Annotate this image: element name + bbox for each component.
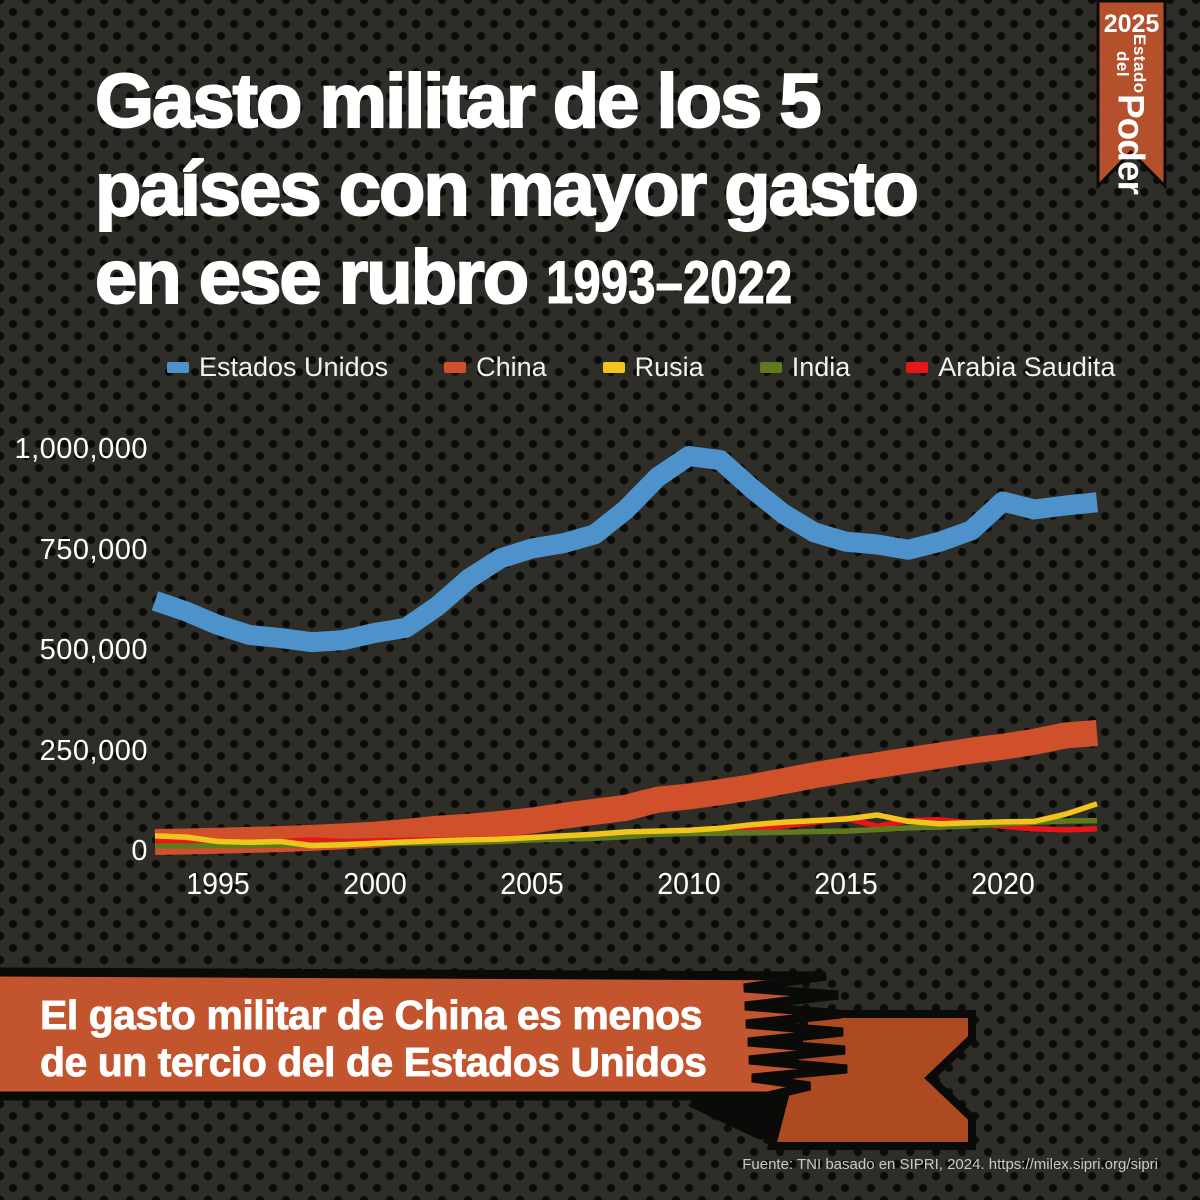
y-tick-label: 500,000 [39,634,148,666]
line-india [155,817,1098,849]
line-china [154,720,1098,855]
y-tick-label: 250,000 [39,734,148,767]
legend-item-china: China [444,352,547,383]
line-rusia [154,801,1098,849]
title-line-3: en ese rubro [94,234,530,321]
legend-label: India [791,352,851,382]
x-tick-label: 2015 [814,866,878,901]
corner-ribbon-year: 2025 [1103,10,1160,38]
legend-label: China [476,352,547,382]
legend-label: Arabia Saudita [938,352,1116,382]
legend-swatch [167,362,189,373]
line-arabia-saudita [154,815,1098,847]
corner-ribbon-title-small: Estado del [1113,34,1149,94]
corner-ribbon-title: Estado del Poder [1097,34,1165,194]
title-line-1: Gasto militar de los 5 [94,58,823,145]
banner-caption: El gasto militar de China es menos de un… [40,992,708,1086]
x-tick-label: 2020 [971,866,1035,901]
source-note: Fuente: TNI basado en SIPRI, 2024. https… [742,1156,1158,1173]
x-tick-label: 1995 [186,866,250,901]
legend-swatch [759,362,782,373]
corner-ribbon-title-big: Poder [1110,93,1152,194]
title-line-2: países con mayor gasto [94,146,920,233]
banner-shadow [688,1088,905,1140]
y-tick-label: 750,000 [39,533,148,566]
legend-swatch [906,362,929,373]
legend-swatch [602,362,625,373]
legend-item-india: India [759,352,851,383]
title-period: 1993–2022 [546,249,793,317]
legend-label: Estados Unidos [199,352,389,382]
banner-tail-shape [766,1010,976,1150]
banner-caption-line-2: de un tercio del de Estados Unidos [40,1039,708,1086]
legend-item-estados-unidos: Estados Unidos [167,352,388,383]
x-tick-label: 2010 [657,866,721,901]
legend-item-rusia: Rusia [602,352,704,383]
page-title: Gasto militar de los 5 países con mayor … [94,58,1075,327]
y-tick-label: 1,000,000 [14,433,148,465]
legend-label: Rusia [634,352,704,382]
line-estados-unidos [151,446,1099,653]
x-tick-label: 2005 [500,866,564,901]
legend-swatch [444,362,467,373]
legend-item-arabia-saudita: Arabia Saudita [906,352,1115,383]
chart-legend: Estados Unidos China Rusia India Arabia Saud… [167,352,1115,383]
y-tick-label: 0 [131,835,148,867]
x-tick-label: 2000 [343,866,407,901]
banner-caption-line-1: El gasto militar de China es menos [40,992,703,1039]
